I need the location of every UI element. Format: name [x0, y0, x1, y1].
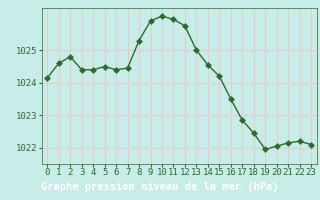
Text: Graphe pression niveau de la mer (hPa): Graphe pression niveau de la mer (hPa)	[41, 182, 279, 192]
